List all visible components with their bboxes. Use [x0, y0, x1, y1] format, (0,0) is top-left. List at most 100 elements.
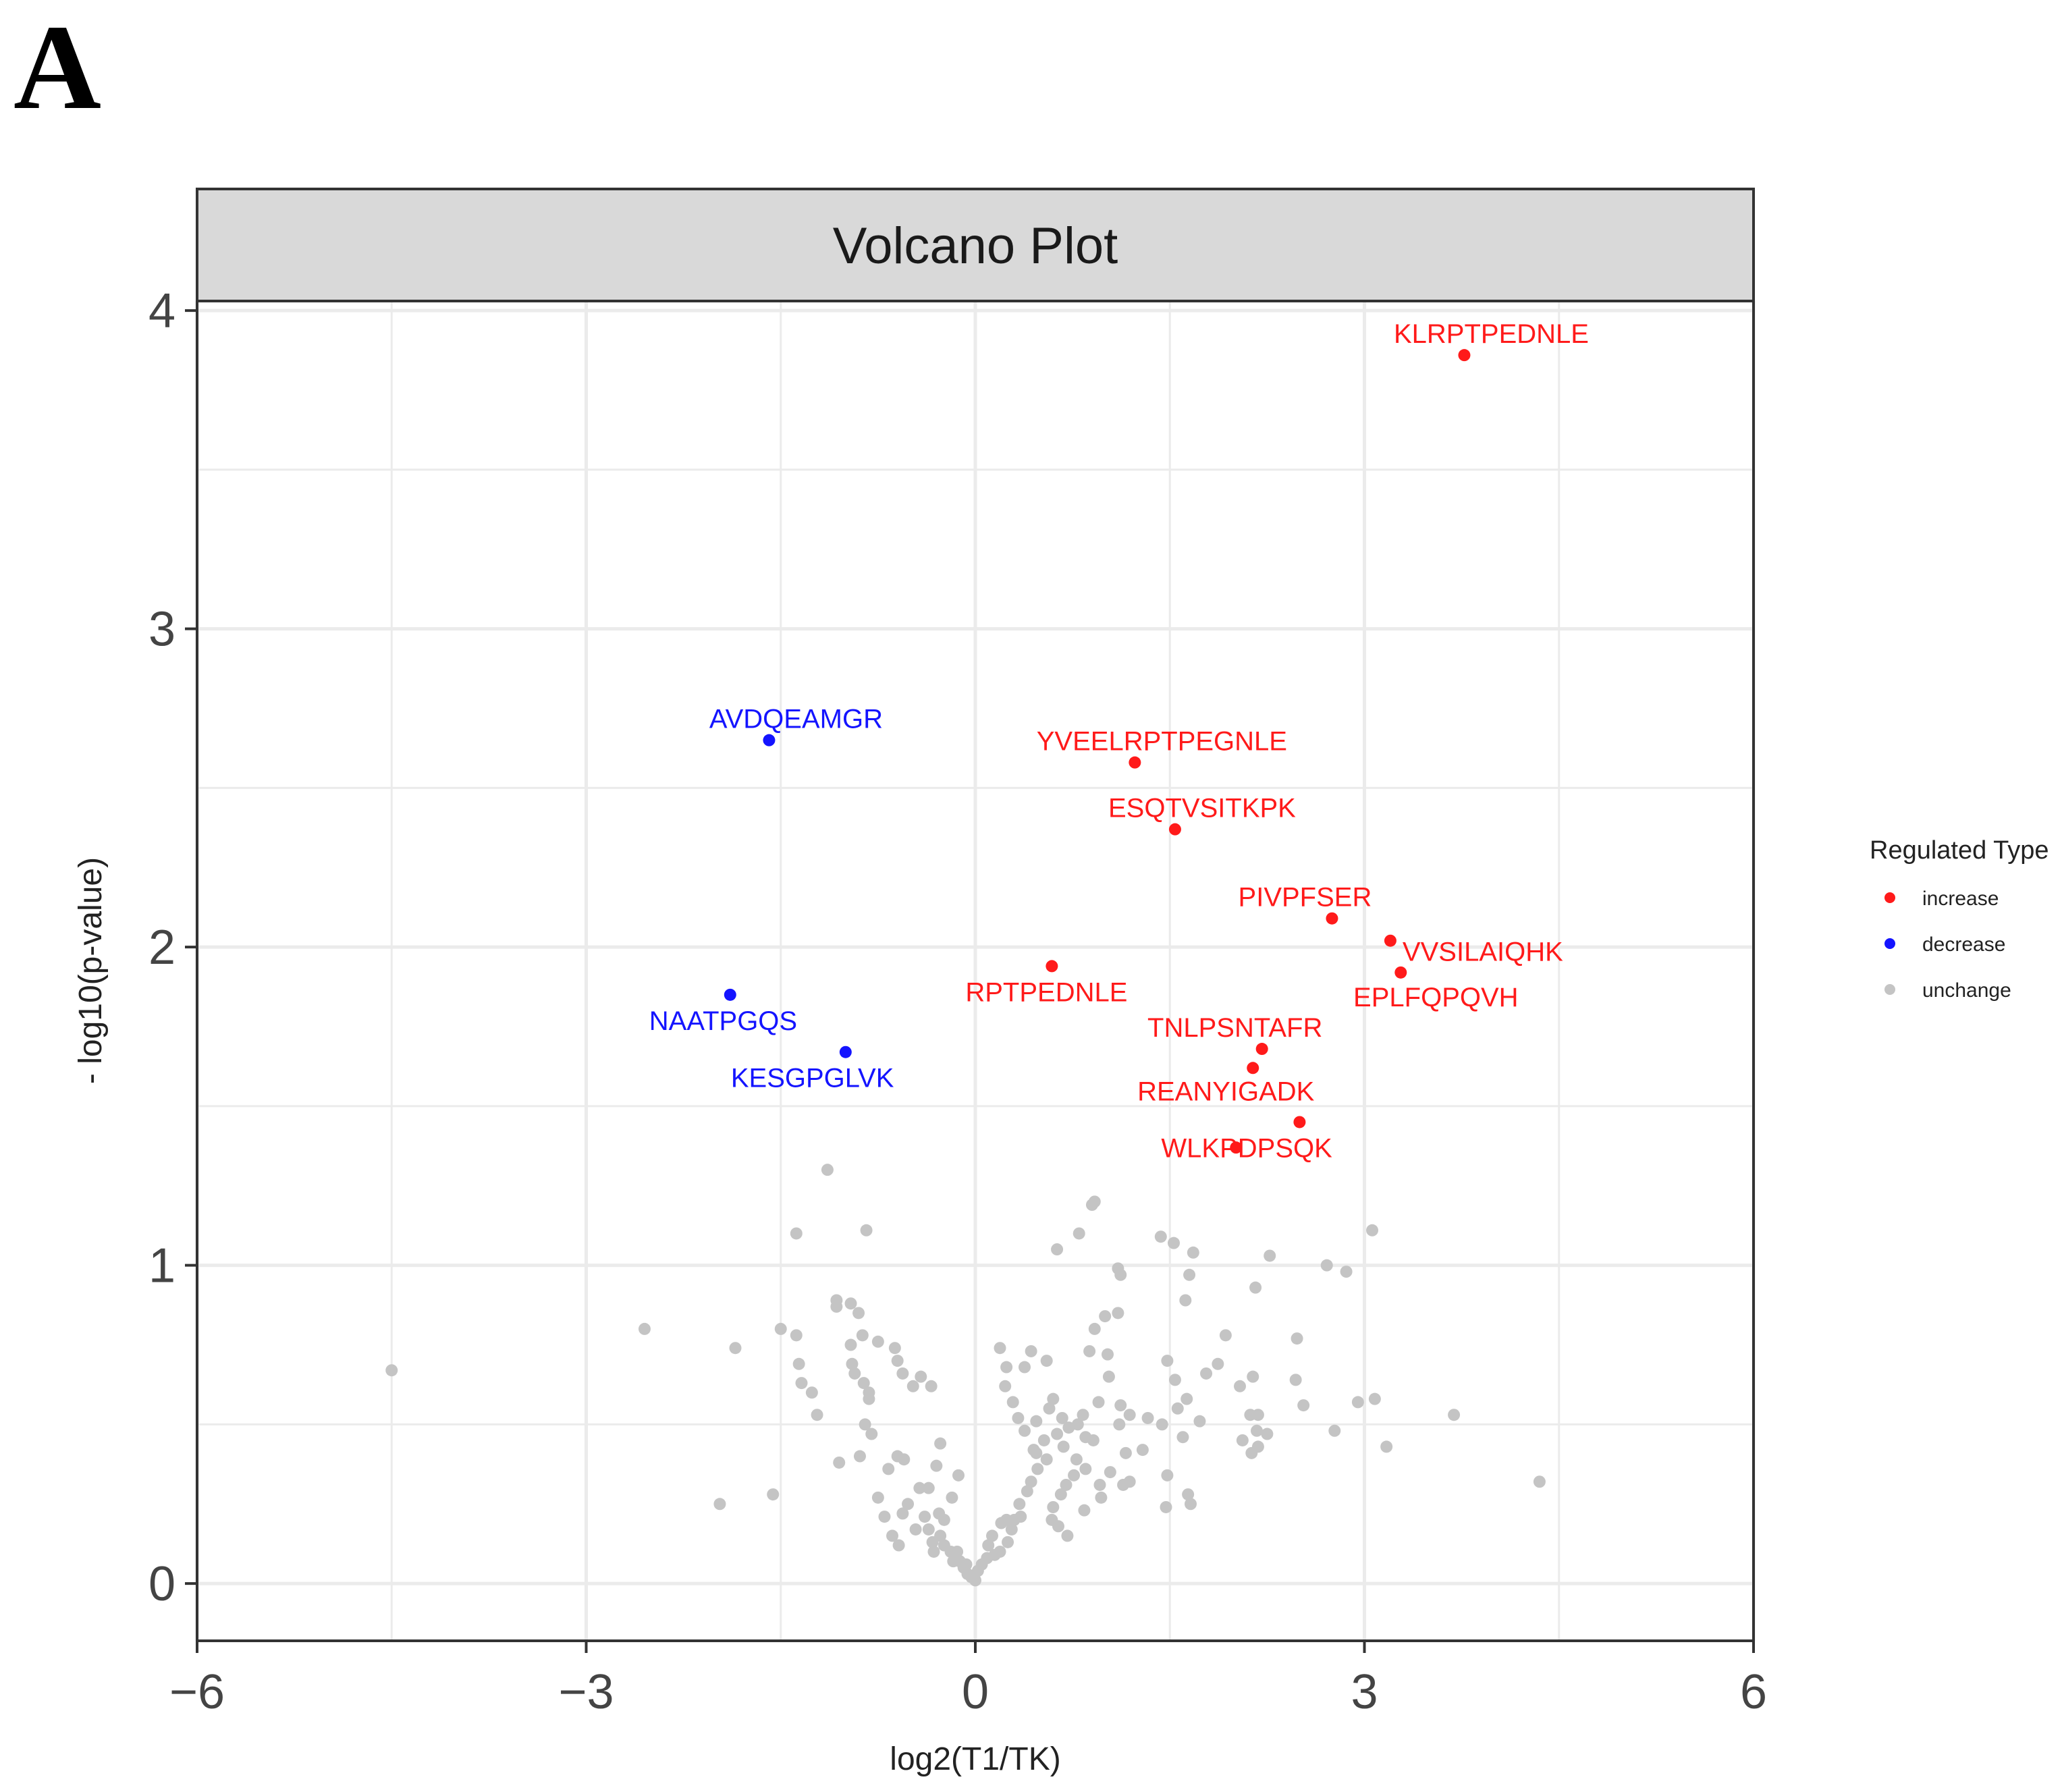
points-regulated: [724, 349, 1471, 1154]
point-unchange: [1112, 1262, 1124, 1275]
point-unchange: [888, 1342, 901, 1355]
point-unchange: [811, 1409, 823, 1421]
point-unchange: [1021, 1485, 1033, 1498]
legend-key-decrease: [1884, 938, 1895, 949]
point-unchange: [859, 1418, 871, 1431]
point-label: KLRPTPEDNLE: [1394, 319, 1589, 349]
point-unchange: [1054, 1488, 1067, 1501]
point-unchange: [1234, 1380, 1247, 1392]
point-unchange: [919, 1511, 931, 1523]
point-unchange: [886, 1529, 899, 1542]
legend: Regulated Type increase decrease unchange: [1870, 836, 2049, 1002]
point-unchange: [792, 1357, 805, 1370]
point-unchange: [1073, 1227, 1085, 1240]
point-increase: [1458, 349, 1471, 362]
point-unchange: [830, 1300, 843, 1313]
point-unchange: [1040, 1355, 1053, 1367]
x-axis-title: log2(T1/TK): [890, 1741, 1060, 1777]
point-unchange: [1077, 1409, 1089, 1421]
point-unchange: [1102, 1370, 1115, 1383]
point-unchange: [1179, 1294, 1192, 1307]
y-tick-label: 0: [148, 1557, 175, 1611]
point-label: REANYIGADK: [1137, 1077, 1315, 1106]
y-tick-label: 2: [148, 921, 175, 975]
point-unchange: [1161, 1355, 1174, 1367]
point-unchange: [1104, 1466, 1116, 1479]
point-decrease: [763, 734, 776, 746]
point-unchange: [1183, 1268, 1196, 1281]
point-unchange: [1051, 1243, 1064, 1256]
point-unchange: [892, 1539, 905, 1552]
point-unchange: [1181, 1392, 1193, 1405]
point-unchange: [1056, 1411, 1068, 1424]
point-label: AVDQEAMGR: [709, 705, 883, 734]
point-unchange: [863, 1392, 875, 1405]
point-unchange: [1102, 1348, 1114, 1361]
point-unchange: [947, 1555, 960, 1568]
point-unchange: [1182, 1488, 1195, 1501]
point-unchange: [1079, 1463, 1092, 1475]
chart-title: Volcano Plot: [833, 217, 1118, 275]
point-unchange: [1251, 1409, 1264, 1421]
point-increase: [1168, 823, 1181, 836]
point-unchange: [1079, 1431, 1092, 1444]
point-unchange: [1070, 1453, 1083, 1466]
point-decrease: [724, 988, 736, 1001]
point-unchange: [767, 1488, 780, 1501]
point-unchange: [1200, 1367, 1213, 1380]
point-increase: [1326, 912, 1338, 925]
y-tick-label: 4: [148, 284, 175, 338]
point-unchange: [1328, 1424, 1341, 1437]
point-increase: [1255, 1043, 1268, 1056]
point-unchange: [934, 1437, 947, 1450]
legend-label-decrease: decrease: [1922, 933, 2005, 956]
point-label: YVEELRPTPEGNLE: [1037, 727, 1287, 757]
point-unchange: [856, 1329, 869, 1342]
x-tick-label: −6: [169, 1665, 225, 1719]
point-unchange: [848, 1367, 861, 1380]
point-unchange: [1052, 1520, 1064, 1533]
y-axis-title: - log10(p-value): [73, 857, 109, 1084]
point-unchange: [1112, 1307, 1124, 1320]
point-increase: [1293, 1116, 1306, 1129]
point-unchange: [1219, 1329, 1232, 1342]
point-unchange: [638, 1322, 651, 1335]
point-unchange: [821, 1164, 834, 1176]
point-increase: [1247, 1062, 1259, 1075]
point-label: RPTPEDNLE: [965, 977, 1127, 1007]
point-label: WLKPDPSQK: [1161, 1133, 1332, 1163]
point-label: ESQTVSITKPK: [1108, 794, 1296, 823]
y-tick-label: 3: [148, 603, 175, 657]
point-unchange: [1078, 1504, 1091, 1517]
point-unchange: [1025, 1475, 1037, 1488]
point-unchange: [846, 1357, 859, 1370]
point-unchange: [1114, 1399, 1127, 1412]
point-unchange: [1002, 1536, 1014, 1548]
point-unchange: [1187, 1246, 1199, 1259]
point-unchange: [1030, 1415, 1043, 1428]
point-unchange: [1168, 1374, 1181, 1386]
point-unchange: [1351, 1396, 1364, 1409]
point-unchange: [1136, 1444, 1149, 1457]
point-unchange: [1043, 1402, 1056, 1415]
point-increase: [1129, 756, 1141, 769]
point-unchange: [1085, 1199, 1098, 1212]
facet-strip-box: [196, 188, 1755, 302]
point-unchange: [1013, 1498, 1026, 1511]
point-unchange: [922, 1523, 935, 1536]
point-unchange: [994, 1342, 1006, 1355]
point-label: PIVPFSER: [1239, 883, 1372, 913]
point-unchange: [857, 1377, 870, 1390]
point-unchange: [1005, 1523, 1018, 1536]
point-increase: [1394, 966, 1407, 979]
point-unchange: [938, 1513, 950, 1526]
point-unchange: [1176, 1431, 1189, 1444]
point-unchange: [871, 1335, 884, 1348]
legend-label-unchange: unchange: [1922, 979, 2011, 1002]
point-unchange: [957, 1561, 970, 1574]
point-unchange: [1168, 1237, 1181, 1249]
point-unchange: [1057, 1440, 1070, 1453]
x-tick-label: 0: [962, 1665, 989, 1719]
point-unchange: [1156, 1418, 1168, 1431]
point-unchange: [1113, 1418, 1126, 1431]
